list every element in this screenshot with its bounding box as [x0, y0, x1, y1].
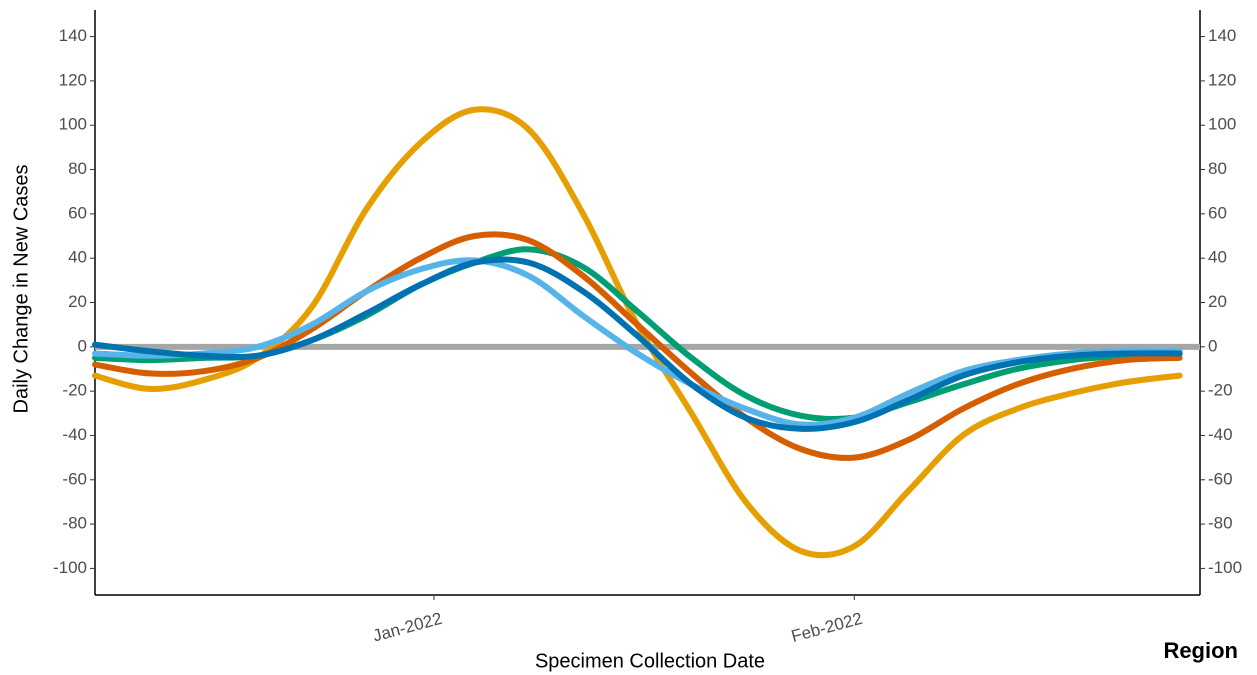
y2-tick-label: 20 [1208, 292, 1227, 311]
y-tick-label: 80 [68, 159, 87, 178]
y-tick-label: -20 [62, 381, 87, 400]
series-line [92, 106, 1183, 559]
y-tick-label: -40 [62, 425, 87, 444]
y2-tick-label: -20 [1208, 381, 1233, 400]
y-tick-label: 0 [78, 336, 87, 355]
y2-tick-label: -40 [1208, 425, 1233, 444]
series-line [92, 256, 1183, 432]
y-tick-label: 120 [59, 70, 87, 89]
y-tick-label: 60 [68, 203, 87, 222]
x-axis-title: Specimen Collection Date [535, 650, 765, 672]
y-tick-label: -80 [62, 514, 87, 533]
x-tick-label: Feb-2022 [789, 609, 864, 646]
y-axis-title: Daily Change in New Cases [10, 164, 32, 413]
y2-tick-label: 60 [1208, 203, 1227, 222]
series-line [92, 257, 1183, 428]
y2-tick-label: 100 [1208, 115, 1236, 134]
y2-tick-label: -60 [1208, 469, 1233, 488]
x-tick-label: Jan-2022 [371, 609, 444, 646]
y-tick-label: 140 [59, 26, 87, 45]
y-tick-label: -60 [62, 469, 87, 488]
y2-tick-label: 40 [1208, 248, 1227, 267]
y-tick-label: 40 [68, 248, 87, 267]
legend-title: Region [1163, 638, 1238, 663]
y2-tick-label: -80 [1208, 514, 1233, 533]
y2-tick-label: 80 [1208, 159, 1227, 178]
y-tick-label: 20 [68, 292, 87, 311]
series-line [92, 231, 1183, 461]
y-tick-label: 100 [59, 115, 87, 134]
y-tick-label: -100 [53, 558, 87, 577]
y2-tick-label: -100 [1208, 558, 1242, 577]
y2-tick-label: 0 [1208, 336, 1217, 355]
y2-tick-label: 120 [1208, 70, 1236, 89]
y2-tick-label: 140 [1208, 26, 1236, 45]
